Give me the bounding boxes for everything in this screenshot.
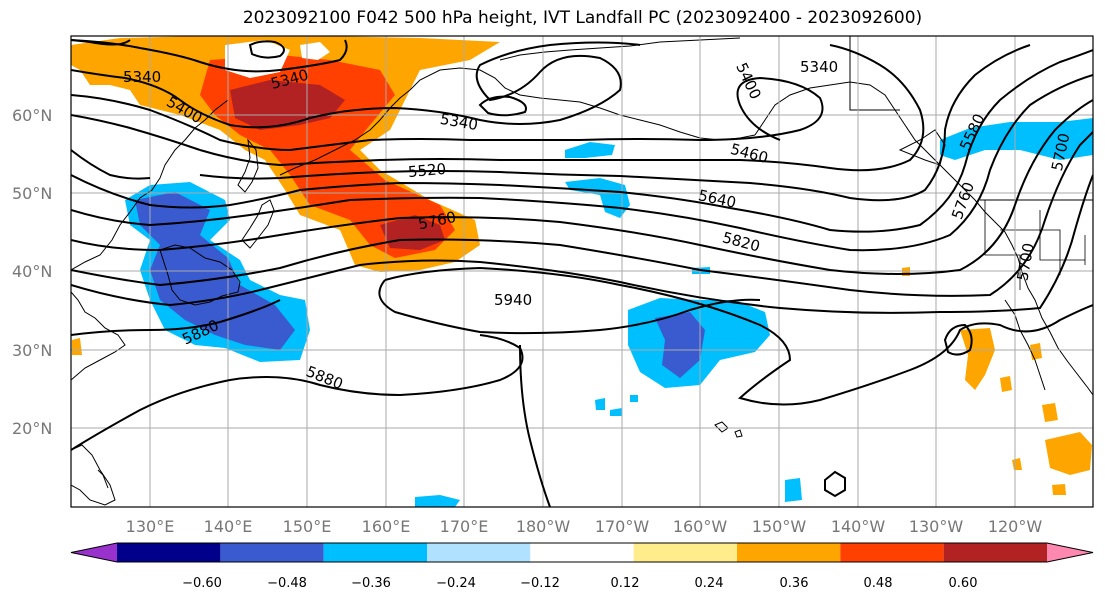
lon-label: 170°W	[595, 517, 650, 536]
colorbar-tick-label: 0.60	[949, 576, 978, 591]
lon-label: 150°W	[752, 517, 807, 536]
colorbar-tick-label: 0.36	[780, 576, 809, 591]
latitude-labels: 60°N 50°N 40°N 30°N 20°N	[12, 106, 52, 438]
map-frame	[70, 35, 1094, 508]
colorbar-segment	[117, 543, 221, 562]
colorbar-outline	[70, 542, 1094, 563]
colorbar-tick-label: −0.24	[436, 576, 476, 591]
lon-label: 170°E	[440, 517, 489, 536]
colorbar-segment	[530, 543, 634, 562]
longitude-labels: 130°E 140°E 150°E 160°E 170°E 180°W 170°…	[126, 517, 1043, 536]
colorbar-segment	[427, 543, 531, 562]
colorbar-segment	[323, 543, 427, 562]
colorbar-tick-label: 0.12	[611, 576, 640, 591]
lon-label: 160°E	[362, 517, 411, 536]
lon-label: 120°W	[988, 517, 1043, 536]
lon-label: 180°W	[516, 517, 571, 536]
colorbar-tick-label: −0.36	[351, 576, 391, 591]
lat-label: 40°N	[12, 262, 52, 281]
colorbar-segment	[220, 543, 324, 562]
colorbar-extend-min-tip	[71, 543, 117, 562]
graticule	[71, 36, 1093, 507]
height-contours	[71, 39, 1093, 507]
contour-label: 5520	[407, 160, 447, 181]
negative-pc-region-hawaii	[628, 298, 770, 388]
contour-label: 5340	[123, 68, 161, 86]
lon-label: 140°E	[204, 517, 253, 536]
colorbar-tick-labels: −0.60 −0.48 −0.36 −0.24 −0.12 0.12 0.24 …	[182, 576, 977, 591]
lon-label: 160°W	[673, 517, 728, 536]
colorbar-tick-label: −0.12	[520, 576, 560, 591]
colorbar-extend-max	[1047, 543, 1093, 562]
lat-label: 20°N	[12, 419, 52, 438]
contour-label: 5940	[494, 291, 532, 309]
colorbar-segment	[840, 543, 944, 562]
colorbar-tick-label: 0.24	[695, 576, 724, 591]
lon-label: 140°W	[831, 517, 886, 536]
lat-label: 60°N	[12, 106, 52, 125]
colorbar-segment	[737, 543, 841, 562]
colorbar-tick-label: −0.48	[267, 576, 307, 591]
lat-label: 30°N	[12, 341, 52, 360]
colorbar-tick-label: 0.48	[864, 576, 893, 591]
lon-label: 130°E	[126, 517, 175, 536]
map-title: 2023092100 F042 500 hPa height, IVT Land…	[242, 8, 923, 28]
colorbar-segment	[633, 543, 737, 562]
lon-label: 150°E	[283, 517, 332, 536]
lon-label: 130°W	[909, 517, 964, 536]
colorbar-tick-label: −0.60	[182, 576, 222, 591]
colorbar	[70, 542, 1094, 563]
colorbar-segment	[943, 543, 1047, 562]
contour-label: 5340	[800, 58, 838, 76]
lat-label: 50°N	[12, 184, 52, 203]
state-borders	[984, 200, 1086, 290]
